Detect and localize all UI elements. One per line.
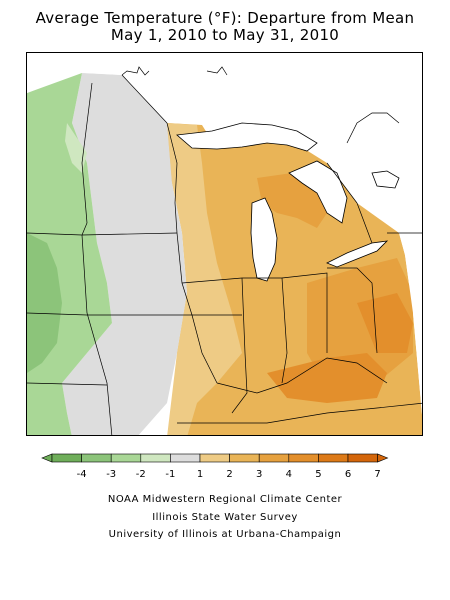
- warm-anomaly-region-1-2: [167, 123, 242, 435]
- legend-tick-label-1: -3: [106, 469, 116, 480]
- map-svg: [27, 53, 422, 435]
- legend-tick-label-8: 5: [315, 469, 321, 480]
- legend-swatch-6: [229, 453, 260, 463]
- legend-swatch-9: [318, 453, 349, 463]
- legend-arrow-high: [377, 453, 389, 463]
- canada-coastline: [121, 66, 400, 144]
- legend-tick-label-0: -4: [77, 469, 87, 480]
- legend-swatch-8: [288, 453, 319, 463]
- legend-tick-label-5: 2: [226, 469, 232, 480]
- legend-swatch-7: [258, 453, 290, 463]
- credit-line-university: University of Illinois at Urbana-Champai…: [108, 529, 342, 540]
- legend-swatch-4: [170, 453, 201, 463]
- legend-tick-label-9: 6: [345, 469, 351, 480]
- legend-swatch-10: [347, 453, 378, 463]
- map-title: Average Temperature (°F): Departure from…: [35, 9, 415, 27]
- cool-anomaly-region-2-3: [27, 233, 62, 373]
- warm-anomaly-region-4-5-southeast: [357, 293, 413, 353]
- temperature-departure-map: [26, 52, 423, 436]
- lake-huron: [288, 160, 348, 224]
- legend-arrow-low: [41, 453, 53, 463]
- no-data-region-top: [85, 53, 422, 123]
- legend-swatch-0: [51, 453, 82, 463]
- cool-anomaly-region-0-1: [65, 123, 87, 173]
- warm-anomaly-region-3-4-ohio: [307, 258, 413, 388]
- near-normal-region: [62, 73, 187, 435]
- warm-anomaly-region-4-5-kentucky: [267, 353, 387, 403]
- map-subtitle-date-range: May 1, 2010 to May 31, 2010: [110, 26, 340, 44]
- legend-tick-label-6: 3: [256, 469, 262, 480]
- lake-michigan: [250, 197, 278, 282]
- legend-swatch-2: [110, 453, 142, 463]
- legend-tick-label-2: -2: [136, 469, 146, 480]
- state-boundaries: [27, 74, 422, 435]
- no-data-region-right: [399, 113, 422, 415]
- lake-superior: [176, 122, 318, 152]
- legend-tick-label-7: 4: [286, 469, 292, 480]
- color-scale-legend: -4 -3 -2 -1 1 2 3 4 5 6 7: [41, 453, 389, 480]
- legend-swatch-3: [140, 453, 171, 463]
- lake-erie: [326, 240, 389, 268]
- legend-tick-label-3: -1: [165, 469, 175, 480]
- lake-ontario: [371, 170, 400, 189]
- legend-tick-label-10: 7: [374, 469, 380, 480]
- credit-line-isws: Illinois State Water Survey: [152, 512, 298, 523]
- legend-tick-label-4: 1: [197, 469, 203, 480]
- credit-line-noaa: NOAA Midwestern Regional Climate Center: [107, 494, 343, 505]
- legend-swatch-1: [81, 453, 112, 463]
- no-data-region-left: [27, 53, 85, 93]
- legend-swatch-5: [199, 453, 230, 463]
